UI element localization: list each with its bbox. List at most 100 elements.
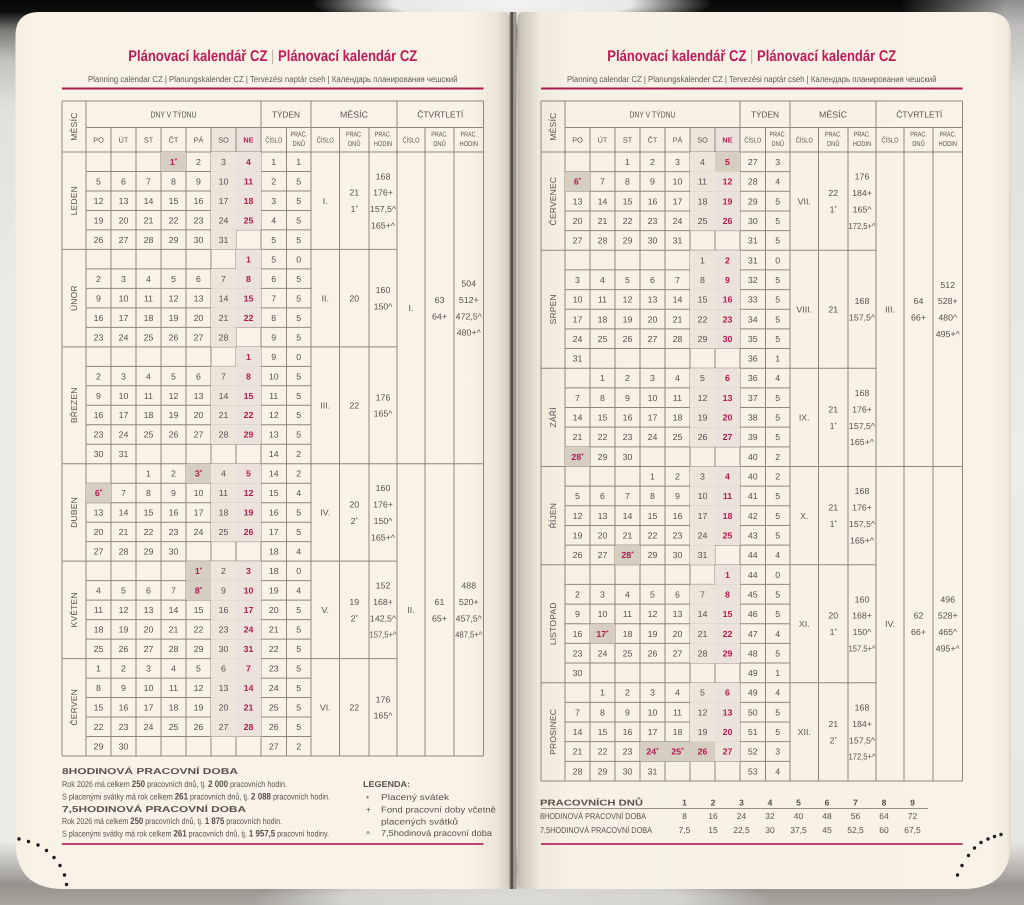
svg-text:512+: 512+	[459, 295, 479, 305]
svg-text:26: 26	[723, 216, 733, 226]
svg-text:30: 30	[723, 334, 733, 344]
svg-text:ČT: ČT	[648, 136, 658, 145]
svg-text:5: 5	[775, 432, 780, 442]
svg-text:28: 28	[219, 332, 229, 342]
svg-text:4: 4	[296, 586, 301, 596]
svg-text:150^: 150^	[374, 302, 394, 312]
svg-text:14: 14	[573, 727, 583, 737]
svg-text:4: 4	[700, 157, 705, 167]
svg-text:8: 8	[171, 176, 176, 186]
svg-text:21: 21	[828, 719, 838, 729]
svg-text:5: 5	[775, 530, 780, 540]
svg-text:6: 6	[725, 688, 730, 698]
svg-text:465^: 465^	[938, 627, 958, 637]
svg-text:3: 3	[146, 664, 151, 674]
svg-text:25: 25	[598, 334, 608, 344]
svg-text:4: 4	[600, 275, 605, 285]
svg-text:12: 12	[119, 605, 129, 615]
svg-text:21: 21	[673, 314, 683, 324]
svg-text:10: 10	[119, 293, 129, 303]
svg-text:16: 16	[723, 295, 733, 305]
svg-text:157,5^: 157,5^	[849, 421, 876, 431]
svg-text:7: 7	[600, 177, 605, 187]
svg-text:160: 160	[855, 594, 870, 604]
svg-text:PRAC.: PRAC.	[940, 132, 957, 139]
svg-text:5: 5	[296, 313, 301, 323]
svg-text:7,5: 7,5	[679, 825, 691, 835]
svg-text:20: 20	[349, 293, 359, 303]
svg-text:16: 16	[269, 508, 279, 518]
svg-text:7: 7	[221, 274, 226, 284]
svg-text:27: 27	[144, 644, 154, 654]
svg-text:12: 12	[573, 511, 583, 521]
svg-text:10: 10	[598, 609, 608, 619]
svg-text:HODIN: HODIN	[460, 141, 479, 148]
svg-text:25: 25	[673, 432, 683, 442]
svg-text:26: 26	[169, 430, 179, 440]
svg-text:MĚSÍC: MĚSÍC	[340, 110, 369, 120]
svg-text:DNŮ: DNŮ	[433, 139, 446, 148]
svg-text:20: 20	[219, 702, 229, 712]
svg-text:IX.: IX.	[799, 413, 810, 423]
svg-text:PRACOVNÍCH DNŮ: PRACOVNÍCH DNŮ	[540, 797, 643, 808]
svg-text:157,5^: 157,5^	[849, 735, 876, 745]
svg-text:MĚSÍC: MĚSÍC	[548, 112, 558, 140]
svg-text:157,5+^: 157,5+^	[370, 630, 398, 640]
svg-text:28: 28	[748, 177, 758, 187]
svg-text:1: 1	[296, 157, 301, 167]
svg-text:14: 14	[598, 196, 608, 206]
svg-text:5: 5	[775, 648, 780, 658]
svg-text:28: 28	[219, 430, 229, 440]
svg-text:20: 20	[648, 314, 658, 324]
svg-text:25: 25	[269, 702, 279, 712]
svg-text:19: 19	[723, 196, 733, 206]
svg-text:18: 18	[269, 566, 279, 576]
svg-text:5: 5	[796, 798, 801, 808]
svg-text:184+: 184+	[852, 188, 872, 198]
svg-text:2: 2	[625, 688, 630, 698]
svg-text:22: 22	[723, 629, 733, 639]
svg-text:8: 8	[146, 488, 151, 498]
svg-text:22,5: 22,5	[733, 825, 750, 835]
svg-text:30: 30	[94, 449, 104, 459]
svg-text:34: 34	[748, 314, 758, 324]
svg-text:4: 4	[296, 547, 301, 557]
svg-text:20: 20	[144, 625, 154, 635]
svg-text:13: 13	[144, 605, 154, 615]
svg-text:23: 23	[648, 216, 658, 226]
svg-text:29: 29	[598, 452, 608, 462]
svg-text:28: 28	[598, 236, 608, 246]
svg-text:IV.: IV.	[320, 508, 330, 518]
svg-text:23: 23	[673, 530, 683, 540]
svg-text:20: 20	[723, 727, 733, 737]
svg-text:24*: 24*	[646, 747, 659, 757]
svg-text:150^: 150^	[374, 516, 394, 526]
svg-text:LEDEN: LEDEN	[69, 186, 79, 215]
svg-text:ČTVRTLETÍ: ČTVRTLETÍ	[417, 110, 464, 120]
svg-text:6: 6	[196, 371, 201, 381]
svg-text:11: 11	[673, 393, 682, 403]
svg-text:18: 18	[598, 314, 608, 324]
svg-text:9: 9	[221, 586, 226, 596]
svg-text:5: 5	[650, 589, 655, 599]
svg-text:19: 19	[169, 313, 179, 323]
svg-text:157,5^: 157,5^	[849, 519, 876, 529]
svg-text:PRAC.: PRAC.	[346, 132, 363, 139]
svg-text:14: 14	[623, 511, 633, 521]
svg-text:25*: 25*	[671, 747, 684, 757]
svg-text:26: 26	[194, 722, 204, 732]
svg-text:8: 8	[650, 491, 655, 501]
svg-text:17: 17	[673, 196, 683, 206]
svg-text:6: 6	[121, 176, 126, 186]
svg-text:12: 12	[94, 196, 104, 206]
svg-text:5: 5	[725, 157, 730, 167]
svg-text:MĚSÍC: MĚSÍC	[69, 112, 79, 140]
svg-text:18: 18	[723, 511, 733, 521]
svg-text:5: 5	[296, 332, 301, 342]
svg-text:21: 21	[349, 188, 359, 198]
svg-text:22: 22	[598, 432, 608, 442]
svg-text:31: 31	[748, 236, 758, 246]
svg-text:5: 5	[775, 275, 780, 285]
svg-text:13: 13	[194, 391, 204, 401]
svg-text:5: 5	[296, 293, 301, 303]
